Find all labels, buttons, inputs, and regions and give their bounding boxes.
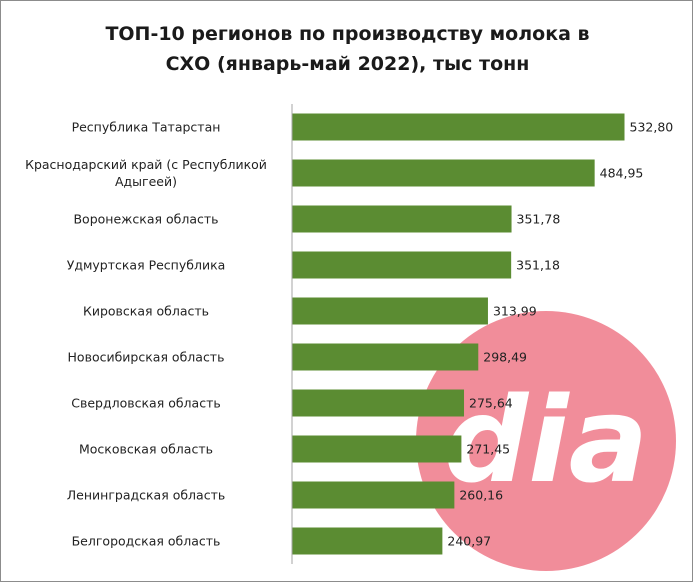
data-label-10: 240,97 (447, 534, 491, 549)
bar-5 (292, 297, 488, 325)
category-label-4-line-1: Удмуртская Республика (67, 258, 226, 273)
data-label-5: 313,99 (493, 304, 537, 319)
data-label-4: 351,18 (516, 258, 560, 273)
data-label-2: 484,95 (600, 166, 644, 181)
bar-1 (292, 113, 625, 141)
category-label-5-line-1: Кировская область (83, 304, 209, 319)
category-label-7: Свердловская область (71, 396, 220, 411)
data-label-8: 271,45 (466, 442, 510, 457)
bar-10 (292, 527, 443, 555)
watermark-logo-text: dia (444, 371, 649, 509)
category-label-1: Республика Татарстан (72, 120, 221, 135)
category-label-6-line-1: Новосибирская область (68, 350, 225, 365)
bar-7 (292, 389, 465, 417)
category-label-2: Краснодарский край (с Республикой Адыгеей… (25, 157, 267, 189)
category-label-10-line-1: Белгородская область (72, 534, 221, 549)
category-label-6: Новосибирская область (68, 350, 225, 365)
category-label-1-line-1: Республика Татарстан (72, 120, 221, 135)
watermark-logo: dia (416, 311, 676, 571)
category-label-7-line-1: Свердловская область (71, 396, 220, 411)
value-labels-group: 532,80 484,95 351,78 351,18 313,99 298,49 275,… (447, 120, 673, 549)
category-label-3: Воронежская область (73, 212, 218, 227)
data-label-7: 275,64 (469, 396, 513, 411)
chart-title-line-2: СХО (январь-май 2022), тыс тонн (165, 53, 530, 75)
bar-6 (292, 343, 479, 371)
category-label-8: Московская область (79, 442, 213, 457)
bars-group (292, 113, 625, 555)
category-label-5: Кировская область (83, 304, 209, 319)
bar-3 (292, 205, 512, 233)
category-labels-group: Республика Татарстан Краснодарский край (… (25, 120, 267, 549)
bar-9 (292, 481, 455, 509)
category-label-9-line-1: Ленинградская область (67, 488, 225, 503)
chart-title: ТОП-10 регионов по производству молока в… (41, 19, 654, 79)
data-label-6: 298,49 (483, 350, 527, 365)
category-label-10: Белгородская область (72, 534, 221, 549)
data-label-3: 351,78 (517, 212, 561, 227)
bar-4 (292, 251, 512, 279)
bar-2 (292, 159, 595, 187)
category-label-8-line-1: Московская область (79, 442, 213, 457)
category-label-2-line-2: Адыгеей) (115, 174, 177, 189)
chart-title-line-1: ТОП-10 регионов по производству молока в (105, 23, 590, 45)
category-label-9: Ленинградская область (67, 488, 225, 503)
watermark-circle (416, 311, 676, 571)
data-label-1: 532,80 (630, 120, 674, 135)
data-label-9: 260,16 (459, 488, 503, 503)
category-label-3-line-1: Воронежская область (73, 212, 218, 227)
category-label-4: Удмуртская Республика (67, 258, 226, 273)
bar-8 (292, 435, 462, 463)
category-label-2-line-1: Краснодарский край (с Республикой (25, 157, 267, 172)
